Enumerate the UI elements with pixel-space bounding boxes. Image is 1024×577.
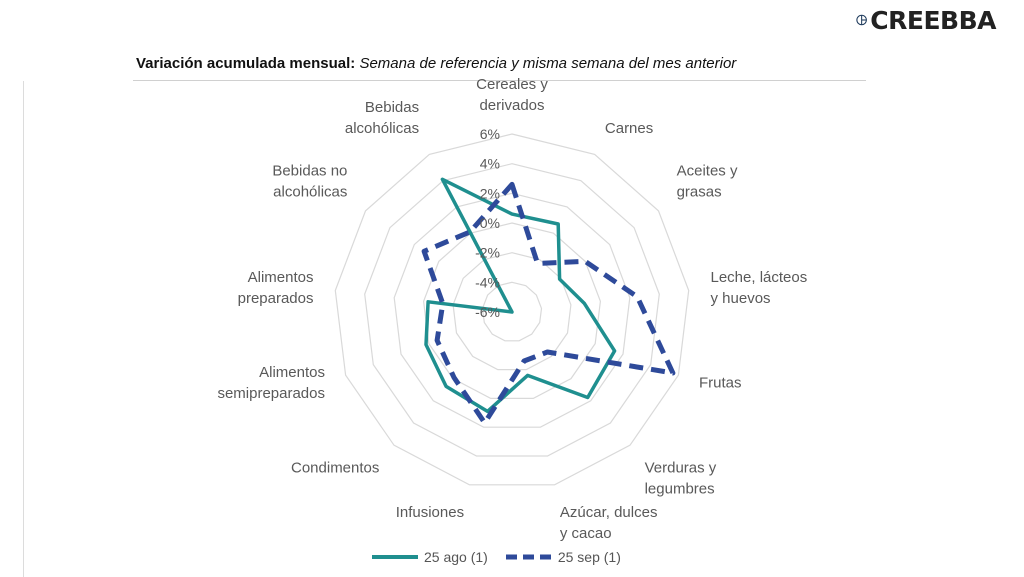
chart-title: Variación acumulada mensual: Semana de r… (136, 55, 736, 72)
grid-ring-4 (393, 192, 631, 428)
tick-label-4: 2% (480, 185, 500, 201)
chart-legend: 25 ago (1) 25 sep (1) (372, 549, 639, 565)
radar-series (421, 177, 676, 426)
chart-title-italic: Semana de referencia y misma semana del … (359, 55, 737, 72)
category-label-9: Alimentos semipreparados (217, 364, 325, 402)
category-label-8: Condimentos (291, 460, 379, 477)
series-line-0 (424, 177, 617, 414)
category-label-11: Bebidas no alcohólicas (272, 162, 347, 200)
legend-item-sep: 25 sep (1) (505, 549, 621, 565)
series-line-1 (421, 181, 676, 426)
category-label-10: Alimentos preparados (238, 269, 314, 307)
legend-swatch-dashed (505, 554, 552, 560)
tick-label-2: -2% (475, 245, 500, 261)
category-label-3: Leche, lácteos y huevos (711, 269, 808, 307)
category-label-2: Aceites y grasas (677, 162, 738, 200)
category-label-5: Verduras y legumbres (645, 460, 717, 498)
legend-label-ago: 25 ago (1) (424, 549, 488, 565)
tick-label-5: 4% (480, 156, 500, 172)
category-label-12: Bebidas alcohólicas (345, 99, 419, 137)
category-label-4: Frutas (699, 374, 742, 391)
grid-ring-1 (481, 281, 543, 342)
tick-label-1: -4% (475, 274, 500, 290)
category-label-6: Azúcar, dulces y cacao (560, 504, 658, 542)
grid-ring-5 (364, 163, 660, 457)
category-label-1: Carnes (605, 120, 653, 137)
category-label-0: Cereales y derivados (476, 76, 548, 114)
legend-swatch-solid (372, 555, 418, 559)
creebba-logo-icon (856, 14, 867, 26)
brand-name: CREEBBA (870, 5, 996, 35)
chart-title-bold: Variación acumulada mensual: (136, 55, 356, 72)
category-label-7: Infusiones (396, 504, 464, 521)
legend-item-ago: 25 ago (1) (372, 549, 488, 565)
tick-label-0: -6% (475, 304, 500, 320)
grid-ring-6 (334, 133, 690, 486)
legend-label-sep: 25 sep (1) (557, 549, 621, 565)
chart-frame-left (23, 81, 24, 577)
radar-grid (334, 133, 690, 486)
category-labels: Cereales y derivados Carnes Aceites y grasas… (217, 76, 807, 542)
grid-ring-3 (422, 222, 602, 399)
tick-label-3: 0% (480, 215, 500, 231)
title-divider (133, 80, 866, 81)
creebba-logo: CREEBBA (856, 4, 996, 36)
radial-tick-labels: -6% -4% -2% 0% 2% 4% 6% (475, 126, 500, 320)
tick-label-6: 6% (480, 126, 500, 142)
